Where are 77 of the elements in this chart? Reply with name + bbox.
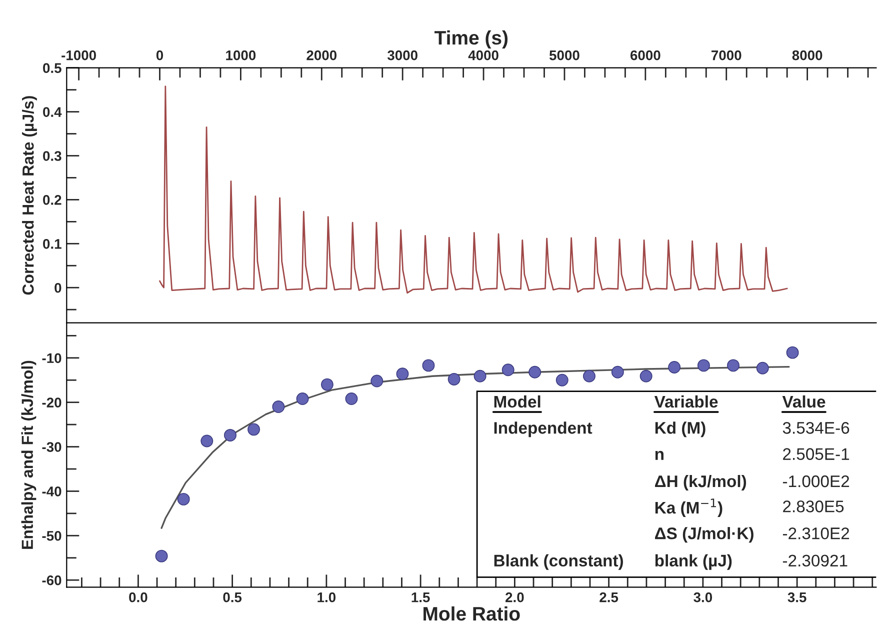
x-tick-label: 0.5 <box>223 592 242 602</box>
x-tick-label: 2000 <box>306 50 337 60</box>
annotation: blank (µJ) <box>655 554 732 570</box>
annotation: -2.310E2 <box>782 528 850 540</box>
point <box>320 378 334 391</box>
annotation: Variable <box>654 395 718 408</box>
annotation: Kd (M) <box>655 422 706 438</box>
point <box>296 392 309 406</box>
x-axis-title: Time (s) <box>434 30 508 48</box>
point <box>786 346 799 359</box>
annotation: 3.534E-6 <box>782 422 850 434</box>
x-tick-label: 5000 <box>549 50 580 60</box>
point <box>528 366 542 378</box>
point <box>200 434 214 448</box>
annotation: Model <box>494 395 540 408</box>
point <box>224 428 236 442</box>
x-tick-label: 1000 <box>226 50 256 60</box>
point <box>396 368 409 380</box>
x-tick-label: 1.5 <box>412 592 430 602</box>
y-tick-label: -10 <box>42 353 62 364</box>
point <box>727 359 740 372</box>
x-tick-label: 0 <box>156 50 164 60</box>
annotation: 2.830E5 <box>783 500 844 512</box>
point <box>448 372 460 386</box>
annotation: ΔS (J/mol·K) <box>655 527 754 543</box>
annotation: 2.505E-1 <box>783 448 850 460</box>
line-series <box>159 86 788 294</box>
x-tick-label: 3000 <box>387 50 418 60</box>
y-axis-title: Corrected Heat Rate (µJ/s) <box>22 96 37 295</box>
x-tick-label: 8000 <box>792 50 822 60</box>
point <box>502 364 514 376</box>
annotation: n <box>655 450 664 460</box>
x-tick-label: 3.0 <box>694 592 712 602</box>
y-tick-label: 0.4 <box>43 107 62 117</box>
x-tick-label: 7000 <box>712 50 742 60</box>
x-tick-label: -1000 <box>62 50 96 60</box>
point <box>155 550 168 562</box>
x-tick-label: 3.5 <box>788 592 806 602</box>
y-tick-label: 0.3 <box>43 151 62 161</box>
x-tick-label: 2.5 <box>600 592 618 602</box>
y-tick-label: -50 <box>42 530 62 541</box>
annotation: Blank (constant) <box>494 554 623 570</box>
y-axis-title: Enthalpy and Fit (kJ/mol) <box>21 360 36 549</box>
point <box>556 374 568 386</box>
x-tick-label: 6000 <box>630 50 660 60</box>
point <box>583 370 596 382</box>
y-tick-label: -20 <box>42 398 62 408</box>
point <box>370 374 384 388</box>
point <box>668 360 681 374</box>
annotation: Ka (M$^{−1}$) <box>655 498 722 517</box>
annotation: ΔH (kJ/mol) <box>655 474 746 491</box>
x-tick-label: 0.0 <box>129 592 148 602</box>
annotation: Independent <box>494 422 592 438</box>
point <box>177 492 190 506</box>
point <box>248 423 260 436</box>
y-tick-label: 0 <box>54 282 62 293</box>
x-axis-title: Mole Ratio <box>424 606 520 621</box>
point <box>272 400 285 414</box>
y-tick-label: -30 <box>42 442 62 452</box>
y-tick-label: 0.2 <box>43 195 62 205</box>
point <box>345 392 358 406</box>
annotation: -1.000E2 <box>782 475 850 488</box>
point <box>611 366 624 378</box>
y-tick-label: -40 <box>42 486 62 496</box>
point <box>422 359 435 372</box>
x-tick-label: 1.0 <box>318 592 336 602</box>
annotation: Value <box>782 395 826 408</box>
y-tick-label: 0.5 <box>43 63 62 73</box>
y-tick-label: -60 <box>42 575 62 586</box>
point <box>640 370 652 382</box>
annotation: -2.30921 <box>782 554 848 567</box>
x-tick-label: 2.0 <box>506 592 524 602</box>
y-tick-label: 0.1 <box>43 239 62 249</box>
x-tick-label: 4000 <box>468 50 498 60</box>
point <box>756 362 769 374</box>
point <box>697 359 710 372</box>
point <box>474 370 486 382</box>
